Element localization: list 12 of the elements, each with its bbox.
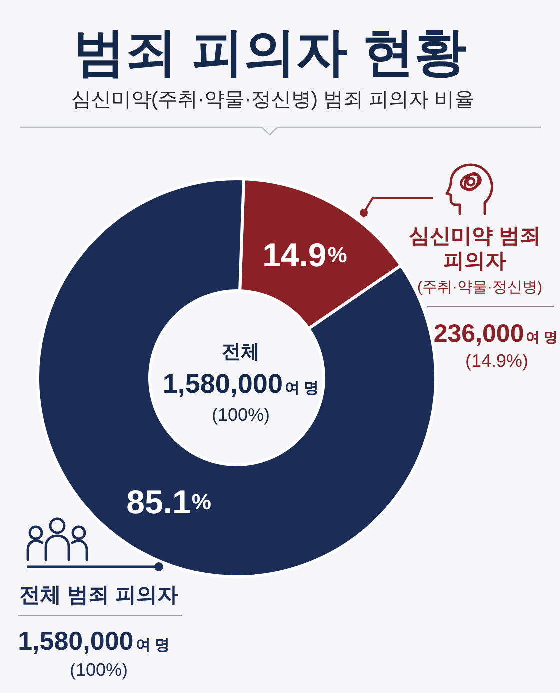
- text: 전체: [222, 342, 260, 363]
- chart-subtitle: 심신미약(주취·약물·정신병) 범죄 피의자 비율: [71, 89, 475, 111]
- text: (주취·약물·정신병): [418, 279, 542, 296]
- data-label: 14.9%: [262, 236, 348, 273]
- legend-label: 심신미약 범죄 피의자: [409, 225, 541, 273]
- text: (100%): [212, 405, 270, 425]
- text: (14.9%): [465, 351, 529, 371]
- data-label: 85.1%: [126, 483, 212, 520]
- text: (100%): [70, 660, 128, 680]
- text: 236,000여 명: [434, 320, 558, 348]
- legend-label: 전체 범죄 피의자: [20, 584, 178, 607]
- chart-title: 범죄 피의자 현황: [74, 24, 466, 82]
